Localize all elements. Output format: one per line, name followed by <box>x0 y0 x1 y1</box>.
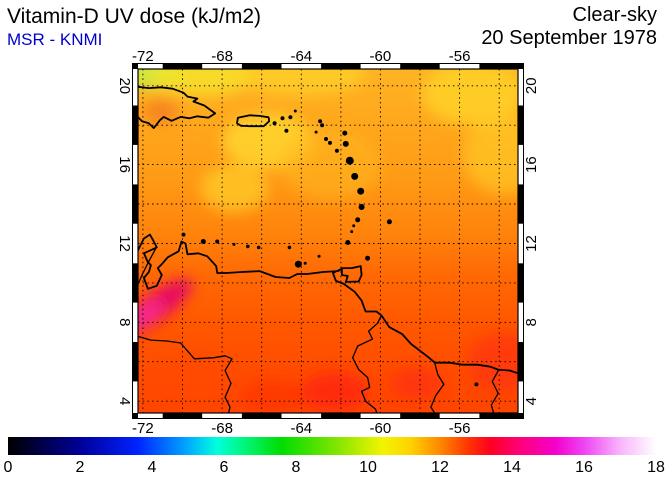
island-st-martin <box>320 123 325 128</box>
island-grenadines <box>352 224 356 228</box>
south-america-coast <box>138 233 518 375</box>
island-st-lucia <box>358 204 365 210</box>
island-los-roques <box>246 244 250 249</box>
lat-tick-right: 12 <box>523 235 540 252</box>
island-anguilla <box>318 119 323 124</box>
lon-tick-bottom: -72 <box>132 420 154 437</box>
lat-tick-left: 20 <box>116 77 133 94</box>
island-st-vincent <box>355 217 361 223</box>
island-orchila <box>256 245 261 250</box>
lon-tick-bottom: -56 <box>449 420 471 437</box>
lon-tick-top: -72 <box>132 48 154 65</box>
island-grenada <box>345 240 351 245</box>
island-martinique <box>357 187 365 195</box>
island-montserrat <box>334 148 339 153</box>
island-nevis <box>328 140 332 145</box>
colorbar: 0 2 4 6 8 10 12 14 16 18 <box>4 437 665 476</box>
colorbar-gradient <box>8 437 656 455</box>
island-brokopondo-reservoir <box>474 382 479 387</box>
lat-tick-right: 16 <box>523 156 540 173</box>
island-aruba <box>181 232 186 237</box>
suriname-frguiana-border <box>490 369 499 413</box>
lon-tick-bottom: -64 <box>290 420 312 437</box>
island-grenadines-2 <box>350 230 354 234</box>
colombia-venezuela-border-north <box>138 247 157 287</box>
island-tortola <box>288 115 293 120</box>
header-right: Clear-sky 20 September 1978 <box>481 4 657 50</box>
axis-labels: -72 -72 -68 -68 -64 -64 -60 -60 -56 -56 20 20 16 16 12… <box>116 48 540 437</box>
island-anegada <box>293 109 297 113</box>
lat-tick-right: 8 <box>523 318 540 326</box>
island-las-aves <box>232 242 236 246</box>
lon-tick-top: -56 <box>449 48 471 65</box>
colorbar-tick: 0 <box>4 459 13 476</box>
island-saba <box>314 130 318 134</box>
figure-date: 20 September 1978 <box>481 27 657 49</box>
island-margarita <box>294 260 302 268</box>
lon-tick-top: -60 <box>370 48 392 65</box>
colorbar-tick: 4 <box>148 459 157 476</box>
island-st-croix <box>284 128 289 133</box>
island-curacao <box>200 239 206 244</box>
lat-tick-left: 8 <box>116 318 133 326</box>
header-left: Vitamin-D UV dose (kJ/m2) MSR - KNMI <box>7 4 261 51</box>
colorbar-tick: 2 <box>76 459 85 476</box>
colorbar-tick: 12 <box>431 459 449 476</box>
lon-tick-top: -64 <box>290 48 312 65</box>
colorbar-tick: 14 <box>503 459 521 476</box>
lon-tick-top: -68 <box>211 48 233 65</box>
venezuela-guyana-border <box>352 314 383 413</box>
lat-tick-left: 12 <box>116 235 133 252</box>
island-blanquilla <box>287 245 292 250</box>
colombia-venezuela-border-south <box>138 335 233 413</box>
guyana-suriname-border <box>430 363 445 413</box>
island-antigua <box>342 140 349 147</box>
lon-tick-bottom: -60 <box>370 420 392 437</box>
island-st-thomas <box>280 116 285 121</box>
island-coche <box>303 261 307 265</box>
island-dominica <box>351 172 359 180</box>
island-tobago <box>365 255 371 261</box>
lat-tick-left: 16 <box>116 156 133 173</box>
lat-tick-right: 4 <box>523 397 540 405</box>
island-barbados <box>386 219 392 225</box>
island-bonaire <box>215 239 220 244</box>
sky-condition-label: Clear-sky <box>572 4 657 26</box>
island-barbuda <box>342 130 348 136</box>
heat-field <box>138 69 518 413</box>
colorbar-tick: 6 <box>220 459 229 476</box>
lat-tick-right: 20 <box>523 77 540 94</box>
island-st-kitts <box>324 137 328 141</box>
colorbar-tick: 8 <box>292 459 301 476</box>
lon-tick-bottom: -68 <box>211 420 233 437</box>
lat-tick-left: 4 <box>116 397 133 405</box>
hispaniola <box>138 85 217 129</box>
puerto-rico <box>236 114 271 128</box>
figure-title: Vitamin-D UV dose (kJ/m2) <box>7 5 262 28</box>
colorbar-tick: 10 <box>359 459 377 476</box>
colorbar-tick: 18 <box>647 459 665 476</box>
figure-source: MSR - KNMI <box>7 30 103 50</box>
island-guadeloupe <box>345 156 354 165</box>
trinidad <box>341 265 363 283</box>
coastlines-and-borders <box>138 85 518 413</box>
map-frame <box>132 63 524 419</box>
island-los-testigos <box>317 254 321 258</box>
colorbar-tick: 16 <box>575 459 593 476</box>
island-vieques <box>272 121 277 126</box>
